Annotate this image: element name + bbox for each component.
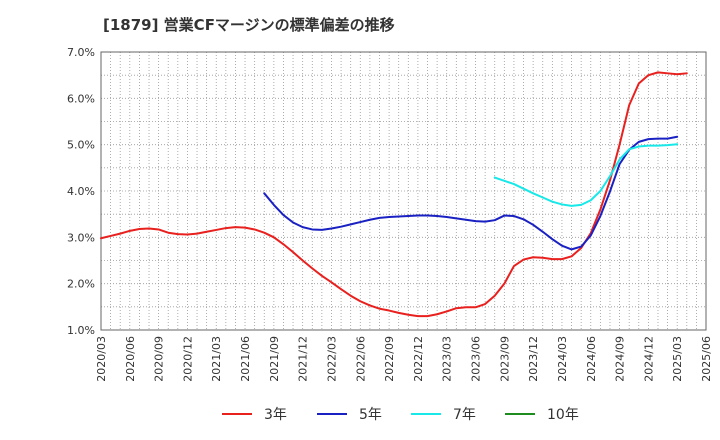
legend-label: 3年	[264, 407, 287, 423]
x-tick-label: 2024/12	[642, 336, 655, 382]
series-line-3年	[100, 71, 688, 318]
y-tick-label: 5.0%	[67, 139, 95, 152]
x-tick-label: 2020/09	[153, 336, 166, 382]
series-line-5年	[263, 135, 679, 251]
legend-label: 5年	[359, 407, 382, 423]
x-tick-label: 2024/03	[556, 336, 569, 382]
grid	[100, 51, 707, 331]
series-lines	[100, 71, 688, 318]
x-tick-label: 2025/03	[671, 336, 684, 382]
y-tick-label: 1.0%	[67, 324, 95, 337]
y-tick-label: 7.0%	[67, 46, 95, 59]
x-tick-label: 2020/06	[124, 336, 137, 382]
x-tick-label: 2023/03	[441, 336, 454, 382]
y-tick-label: 2.0%	[67, 278, 95, 291]
x-tick-label: 2021/06	[239, 336, 252, 382]
x-tick-label: 2020/03	[95, 336, 108, 382]
x-tick-label: 2022/03	[325, 336, 338, 382]
x-tick-label: 2022/12	[412, 336, 425, 382]
axes: 1.0% 2.0% 3.0% 4.0% 5.0% 6.0% 7.0% 2020/03 2020/…	[67, 46, 713, 382]
x-tick-label: 2023/12	[527, 336, 540, 382]
y-tick-label: 4.0%	[67, 185, 95, 198]
x-tick-label: 2023/09	[498, 336, 511, 382]
chart-title: [1879] 営業CFマージンの標準偏差の推移	[103, 16, 395, 34]
x-tick-label: 2021/12	[297, 336, 310, 382]
series-line-7年	[493, 143, 679, 207]
x-tick-label: 2025/06	[700, 336, 713, 382]
x-tick-label: 2022/09	[383, 336, 396, 382]
x-tick-label: 2020/12	[181, 336, 194, 382]
x-tick-label: 2024/09	[614, 336, 627, 382]
legend-label: 7年	[453, 407, 476, 423]
x-tick-label: 2023/06	[470, 336, 483, 382]
y-tick-label: 3.0%	[67, 231, 95, 244]
plot-frame	[100, 51, 707, 331]
x-tick-label: 2021/09	[268, 336, 281, 382]
legend: 3年 5年 7年 10年	[222, 407, 579, 423]
x-tick-label: 2024/06	[585, 336, 598, 382]
y-tick-label: 6.0%	[67, 92, 95, 105]
x-tick-label: 2021/03	[210, 336, 223, 382]
legend-label: 10年	[547, 407, 579, 423]
x-tick-label: 2022/06	[354, 336, 367, 382]
